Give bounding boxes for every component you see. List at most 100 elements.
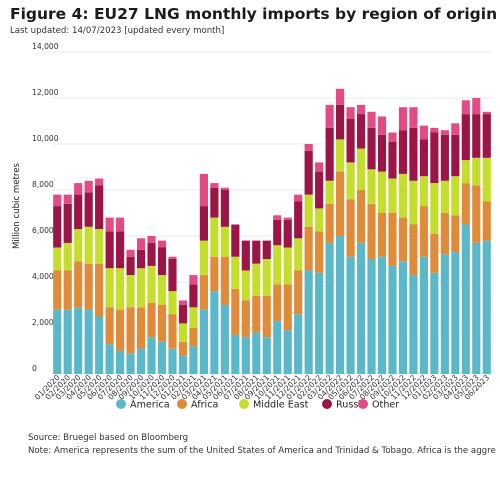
bar-segment-other xyxy=(199,173,208,207)
bar-segment-russia xyxy=(147,242,156,266)
bar-segment-middle-east xyxy=(461,160,470,184)
bar-segment-other xyxy=(472,98,481,115)
bar-segment-russia xyxy=(63,203,72,243)
bar-segment-america xyxy=(451,252,460,374)
bar-segment-other xyxy=(283,217,292,220)
bar-segment-america xyxy=(178,355,188,374)
bar-segment-america xyxy=(294,314,303,374)
bar-segment-middle-east xyxy=(199,240,208,276)
source-text: Source: Bruegel based on Bloomberg xyxy=(28,433,189,443)
y-tick-label: 12,000 xyxy=(32,88,59,97)
bar-segment-africa xyxy=(210,256,219,292)
bar-segment-russia xyxy=(157,247,167,276)
bar-segment-other xyxy=(178,300,188,305)
bar-segment-middle-east xyxy=(398,173,408,218)
bar-segment-africa xyxy=(178,341,188,356)
bar-segment-other xyxy=(273,215,282,220)
bar-segment-africa xyxy=(377,213,387,257)
bar-segment-other xyxy=(95,178,104,186)
bar-segment-africa xyxy=(336,171,345,236)
bar-segment-other xyxy=(116,217,125,232)
bar-segment-russia xyxy=(189,284,198,308)
bar-segment-africa xyxy=(304,226,313,271)
bar-segment-africa xyxy=(95,263,104,317)
bar-segment-america xyxy=(388,265,397,374)
legend-label-russia: Russia xyxy=(336,400,367,411)
bar-segment-america xyxy=(325,242,334,374)
bar-segment-middle-east xyxy=(63,242,72,271)
bar-segment-russia xyxy=(356,114,366,149)
bar-segment-middle-east xyxy=(210,217,219,257)
bar-segment-other xyxy=(346,107,355,119)
bar-segment-russia xyxy=(116,231,125,269)
bar-segment-africa xyxy=(136,307,146,349)
y-tick-label: 8,000 xyxy=(32,180,54,189)
bar-segment-russia xyxy=(482,114,491,158)
figure-title: Figure 4: EU27 LNG monthly imports by re… xyxy=(10,5,498,23)
bar-segment-russia xyxy=(178,305,188,324)
bar-segment-africa xyxy=(74,261,83,308)
bar-segment-america xyxy=(482,240,491,374)
bar-segment-africa xyxy=(63,270,72,310)
bar-segment-other xyxy=(377,116,387,135)
bar-segment-other xyxy=(136,238,146,250)
chart-gridlines xyxy=(52,51,492,375)
bar-segment-middle-east xyxy=(409,180,418,225)
bar-segment-other xyxy=(356,104,366,115)
legend-label-other: Other xyxy=(372,400,399,411)
bar-segment-africa xyxy=(147,302,156,338)
bar-segment-russia xyxy=(315,171,324,209)
legend-swatch-other xyxy=(358,399,368,409)
bar-segment-russia xyxy=(419,139,428,177)
bar-segment-other xyxy=(398,107,408,131)
bar-segment-other xyxy=(147,236,156,243)
bar-segment-africa xyxy=(472,185,481,243)
bar-segment-russia xyxy=(168,259,177,292)
bar-segment-america xyxy=(419,256,428,374)
bar-segment-russia xyxy=(210,187,219,218)
bar-segment-africa xyxy=(419,206,428,257)
bar-segment-russia xyxy=(461,114,470,161)
bar-segment-middle-east xyxy=(189,307,198,328)
bar-segment-other xyxy=(210,183,219,188)
bar-segment-america xyxy=(231,334,240,374)
bar-segment-africa xyxy=(430,233,439,273)
bar-segment-other xyxy=(325,104,334,128)
bar-segment-other xyxy=(388,132,397,142)
bar-segment-america xyxy=(63,309,72,374)
bar-segment-other xyxy=(409,107,418,128)
bar-segment-russia xyxy=(220,190,229,227)
bar-segment-africa xyxy=(367,203,376,259)
bar-segment-russia xyxy=(367,127,376,170)
bar-segment-middle-east xyxy=(367,169,376,204)
bar-segment-russia xyxy=(231,224,240,257)
bar-segment-america xyxy=(273,321,282,374)
bar-segment-africa xyxy=(126,307,135,354)
bar-segment-russia xyxy=(126,256,135,276)
bar-segment-russia xyxy=(346,118,355,163)
bar-segment-russia xyxy=(105,231,114,269)
bar-segment-africa xyxy=(409,224,418,276)
bar-segment-russia xyxy=(283,219,292,248)
bar-segment-america xyxy=(262,337,271,374)
bar-segment-africa xyxy=(189,328,198,347)
bar-segment-other xyxy=(74,183,83,195)
bar-segment-russia xyxy=(74,194,83,230)
bar-segment-other xyxy=(84,180,93,193)
bar-segment-other xyxy=(189,275,198,285)
y-tick-label: 10,000 xyxy=(32,134,59,143)
bar-segment-middle-east xyxy=(451,176,460,216)
bar-segment-other xyxy=(430,127,439,133)
bar-segment-america xyxy=(220,305,229,374)
bar-segment-america xyxy=(168,348,177,374)
bar-segment-other xyxy=(63,194,72,204)
bar-segment-middle-east xyxy=(262,259,271,296)
bar-segment-america xyxy=(409,275,418,374)
bar-segment-other xyxy=(53,194,62,207)
bar-segment-america xyxy=(126,353,135,374)
bar-segment-middle-east xyxy=(231,256,240,289)
bar-segment-russia xyxy=(409,127,418,181)
bar-segment-middle-east xyxy=(283,247,292,285)
bar-segment-africa xyxy=(262,295,271,338)
